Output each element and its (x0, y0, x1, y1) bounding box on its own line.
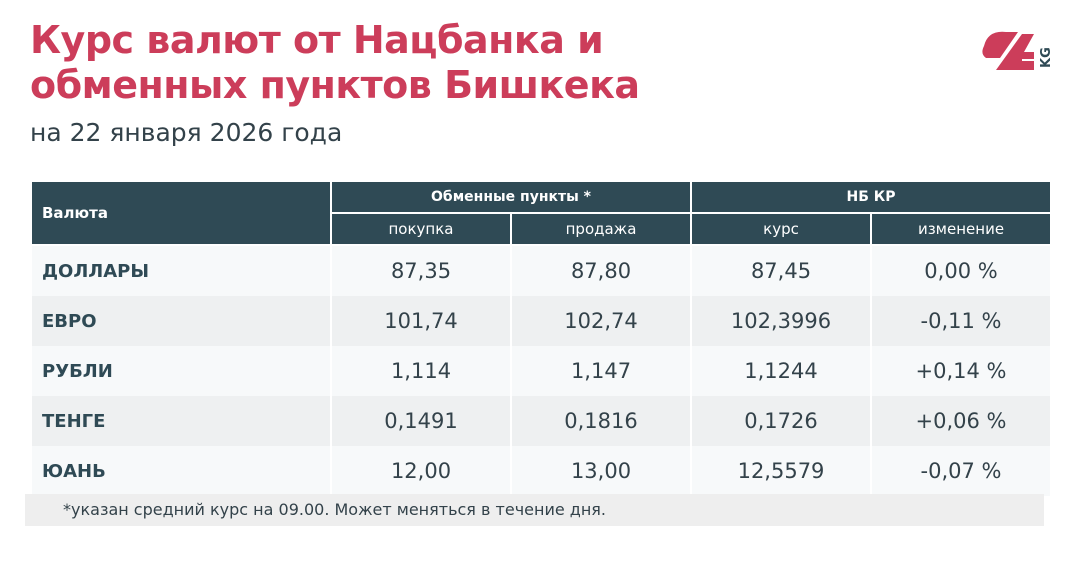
page-title: Курс валют от Нацбанка и обменных пункто… (30, 18, 640, 107)
cell-change: +0,06 % (870, 396, 1052, 446)
table-row: ЮАНЬ 12,00 13,00 12,5579 -0,07 % (30, 446, 1052, 496)
table-row: ДОЛЛАРЫ 87,35 87,80 87,45 0,00 % (30, 245, 1052, 296)
cell-name: ДОЛЛАРЫ (30, 245, 332, 296)
cell-rate: 12,5579 (690, 446, 872, 496)
cell-sell: 13,00 (510, 446, 692, 496)
cell-change: -0,07 % (870, 446, 1052, 496)
cell-change: 0,00 % (870, 245, 1052, 296)
cell-name: ЮАНЬ (30, 446, 332, 496)
exchange-points-header: Обменные пункты * (330, 180, 692, 214)
table-row: РУБЛИ 1,114 1,147 1,1244 +0,14 % (30, 346, 1052, 396)
cell-buy: 0,1491 (330, 396, 512, 446)
cell-change: -0,11 % (870, 296, 1052, 346)
cell-buy: 12,00 (330, 446, 512, 496)
cell-rate: 102,3996 (690, 296, 872, 346)
cell-name: ЕВРО (30, 296, 332, 346)
cell-change: +0,14 % (870, 346, 1052, 396)
cell-rate: 87,45 (690, 245, 872, 296)
rate-header: курс (690, 212, 872, 246)
table-row: ЕВРО 101,74 102,74 102,3996 -0,11 % (30, 296, 1052, 346)
cell-sell: 87,80 (510, 245, 692, 296)
cell-sell: 102,74 (510, 296, 692, 346)
sell-header: продажа (510, 212, 692, 246)
cell-rate: 0,1726 (690, 396, 872, 446)
cell-buy: 1,114 (330, 346, 512, 396)
cell-rate: 1,1244 (690, 346, 872, 396)
cell-sell: 1,147 (510, 346, 692, 396)
currency-table: Валюта Обменные пункты * НБ КР покупка п… (30, 180, 1052, 496)
cell-buy: 87,35 (330, 245, 512, 296)
nbkr-header: НБ КР (690, 180, 1052, 214)
buy-header: покупка (330, 212, 512, 246)
table-row: ТЕНГЕ 0,1491 0,1816 0,1726 +0,06 % (30, 396, 1052, 446)
change-header: изменение (870, 212, 1052, 246)
svg-text:KG: KG (1039, 47, 1054, 68)
24kg-logo: KG (982, 31, 1054, 70)
cell-sell: 0,1816 (510, 396, 692, 446)
currency-header: Валюта (30, 180, 332, 246)
date-subtitle: на 22 января 2026 года (30, 118, 343, 147)
cell-name: ТЕНГЕ (30, 396, 332, 446)
cell-buy: 101,74 (330, 296, 512, 346)
footnote: *указан средний курс на 09.00. Может мен… (25, 494, 1044, 526)
footnote-text: *указан средний курс на 09.00. Может мен… (63, 500, 607, 519)
cell-name: РУБЛИ (30, 346, 332, 396)
